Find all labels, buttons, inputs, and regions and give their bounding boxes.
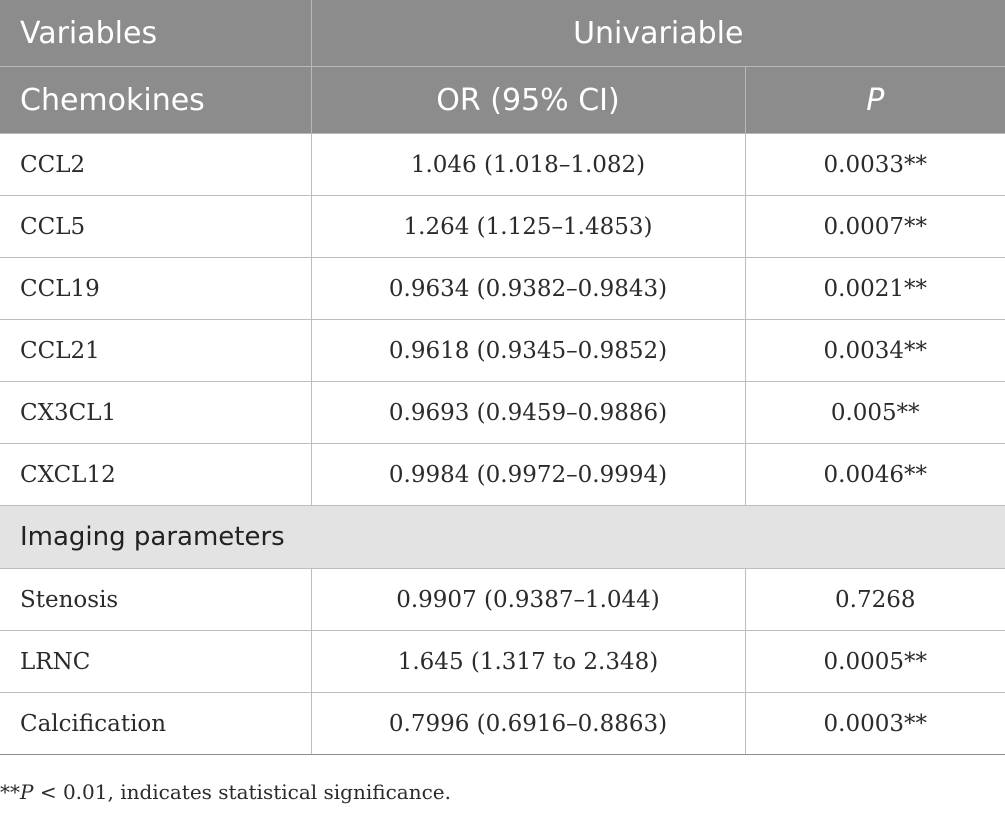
row-variable: LRNC [0, 630, 312, 693]
row-or: 0.9907 (0.9387–1.044) [311, 568, 746, 631]
footnote-p-symbol: P [20, 780, 34, 804]
row-or: 0.9693 (0.9459–0.9886) [311, 381, 746, 444]
table-row: CCL21 0.9618 (0.9345–0.9852) 0.0034** [0, 319, 1005, 382]
table-row: CXCL12 0.9984 (0.9972–0.9994) 0.0046** [0, 443, 1005, 506]
row-or: 0.9634 (0.9382–0.9843) [311, 257, 746, 320]
table-row: CCL5 1.264 (1.125–1.4853) 0.0007** [0, 195, 1005, 258]
table-row: Stenosis 0.9907 (0.9387–1.044) 0.7268 [0, 568, 1005, 631]
row-variable: CXCL12 [0, 443, 312, 506]
row-or: 0.9984 (0.9972–0.9994) [311, 443, 746, 506]
row-p: 0.0005** [745, 630, 1005, 693]
row-p: 0.7268 [745, 568, 1005, 631]
footnote: **P < 0.01, indicates statistical signif… [0, 780, 451, 804]
row-variable: CCL19 [0, 257, 312, 320]
row-or: 1.046 (1.018–1.082) [311, 133, 746, 196]
row-p: 0.005** [745, 381, 1005, 444]
row-p: 0.0033** [745, 133, 1005, 196]
row-variable: Stenosis [0, 568, 312, 631]
header-chemokines: Chemokines [0, 66, 312, 134]
results-table: Variables Univariable Chemokines OR (95%… [0, 0, 1005, 755]
header-row-1: Variables Univariable [0, 0, 1005, 67]
row-or: 1.645 (1.317 to 2.348) [311, 630, 746, 693]
row-variable: CX3CL1 [0, 381, 312, 444]
row-p: 0.0003** [745, 692, 1005, 755]
row-p: 0.0034** [745, 319, 1005, 382]
table-row: CCL2 1.046 (1.018–1.082) 0.0033** [0, 133, 1005, 196]
row-variable: CCL21 [0, 319, 312, 382]
row-or: 0.9618 (0.9345–0.9852) [311, 319, 746, 382]
row-or: 0.7996 (0.6916–0.8863) [311, 692, 746, 755]
row-p: 0.0046** [745, 443, 1005, 506]
row-variable: Calcification [0, 692, 312, 755]
table-row: CX3CL1 0.9693 (0.9459–0.9886) 0.005** [0, 381, 1005, 444]
header-p: P [745, 66, 1005, 134]
footnote-prefix: ** [0, 780, 20, 804]
header-or-ci: OR (95% CI) [311, 66, 746, 134]
header-variables: Variables [0, 0, 312, 67]
table-row: Calcification 0.7996 (0.6916–0.8863) 0.0… [0, 692, 1005, 755]
row-p: 0.0007** [745, 195, 1005, 258]
section-row-imaging: Imaging parameters [0, 505, 1005, 569]
header-univariable: Univariable [311, 0, 1005, 67]
header-row-2: Chemokines OR (95% CI) P [0, 66, 1005, 134]
table-row: CCL19 0.9634 (0.9382–0.9843) 0.0021** [0, 257, 1005, 320]
table-row: LRNC 1.645 (1.317 to 2.348) 0.0005** [0, 630, 1005, 693]
footnote-text: < 0.01, indicates statistical significan… [33, 780, 451, 804]
row-or: 1.264 (1.125–1.4853) [311, 195, 746, 258]
row-p: 0.0021** [745, 257, 1005, 320]
row-variable: CCL2 [0, 133, 312, 196]
section-title: Imaging parameters [0, 505, 1005, 569]
row-variable: CCL5 [0, 195, 312, 258]
